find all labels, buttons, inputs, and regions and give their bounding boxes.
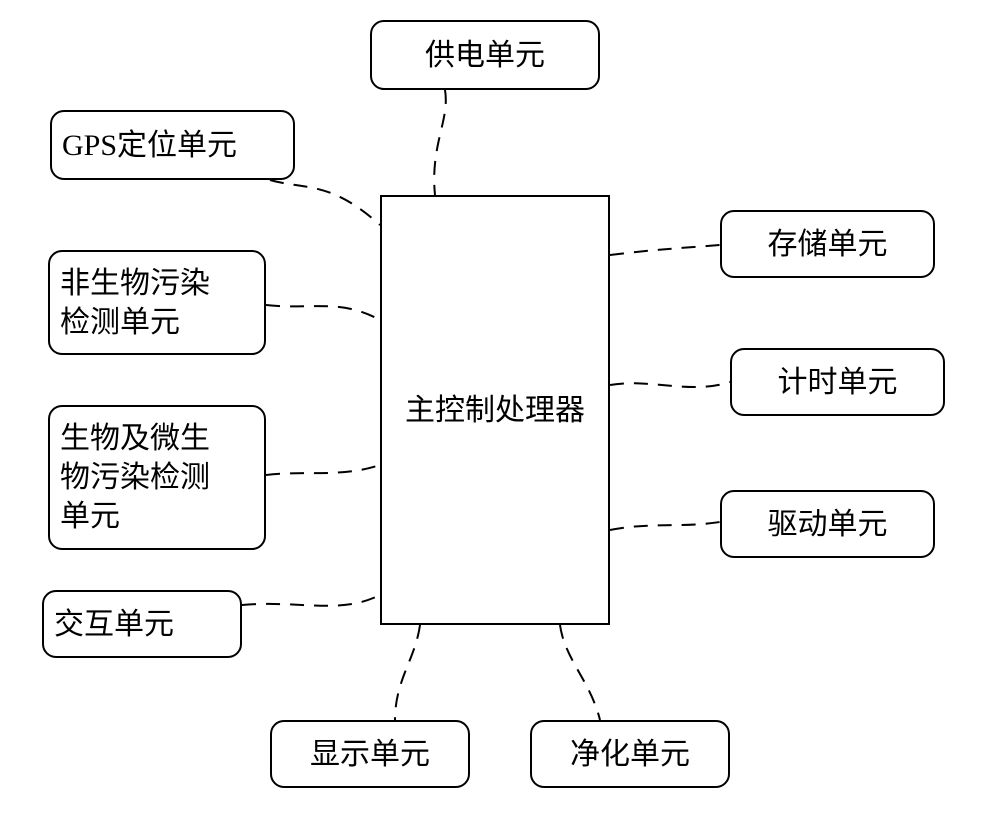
node-bio: 生物及微生 物污染检测 单元 <box>48 405 266 550</box>
edge <box>434 90 446 195</box>
node-label-nonbio: 非生物污染 检测单元 <box>60 264 210 342</box>
node-label-bio: 生物及微生 物污染检测 单元 <box>60 419 210 536</box>
node-storage: 存储单元 <box>720 210 935 278</box>
edge <box>560 625 600 720</box>
node-label-interact: 交互单元 <box>54 605 174 644</box>
edge <box>266 305 380 320</box>
node-display: 显示单元 <box>270 720 470 788</box>
node-label-display: 显示单元 <box>310 735 430 774</box>
edge <box>266 465 380 475</box>
node-center: 主控制处理器 <box>380 195 610 625</box>
edge <box>610 245 720 255</box>
node-drive: 驱动单元 <box>720 490 935 558</box>
node-label-timer: 计时单元 <box>778 363 898 402</box>
edge <box>610 382 730 387</box>
node-interact: 交互单元 <box>42 590 242 658</box>
node-label-center: 主控制处理器 <box>405 391 585 430</box>
diagram-stage: 主控制处理器 供电单元 GPS定位单元非生物污染 检测单元生物及微生 物污染检测 单… <box>0 0 1000 815</box>
node-gps: GPS定位单元 <box>50 110 295 180</box>
node-label-gps: GPS定位单元 <box>62 126 237 165</box>
node-label-storage: 存储单元 <box>768 225 888 264</box>
node-label-drive: 驱动单元 <box>768 505 888 544</box>
node-label-purify: 净化单元 <box>570 735 690 774</box>
edge <box>242 595 380 606</box>
edge <box>395 625 420 720</box>
node-label-power: 供电单元 <box>425 36 545 75</box>
edge <box>270 180 380 225</box>
edge <box>610 522 720 530</box>
node-purify: 净化单元 <box>530 720 730 788</box>
node-power: 供电单元 <box>370 20 600 90</box>
node-nonbio: 非生物污染 检测单元 <box>48 250 266 355</box>
node-timer: 计时单元 <box>730 348 945 416</box>
